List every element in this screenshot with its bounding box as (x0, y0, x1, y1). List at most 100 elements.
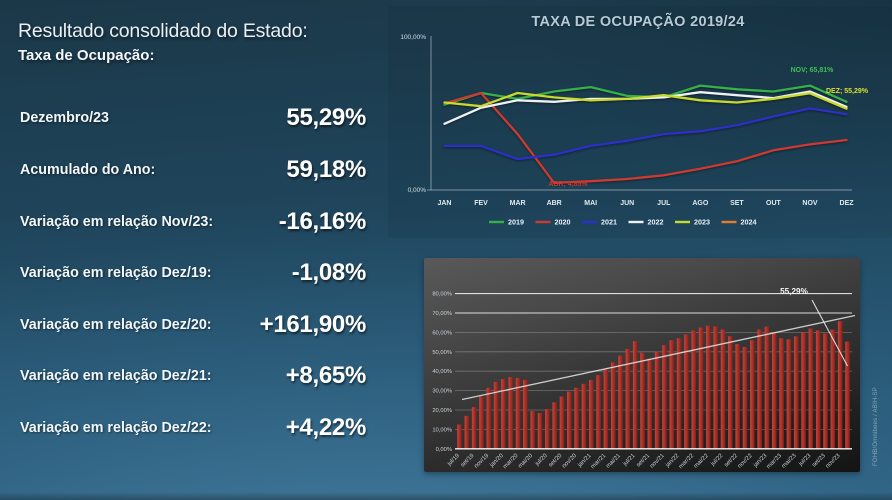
metric-label: Dezembro/23 (20, 110, 109, 126)
bar (684, 334, 689, 449)
line-series-group (443, 84, 848, 185)
callout-leader (811, 299, 848, 367)
page-title: Resultado consolidado do Estado: (18, 20, 308, 42)
bar (654, 351, 660, 449)
legend-label-2022: 2022 (648, 218, 664, 227)
bar (493, 381, 499, 449)
bar-chart-y-tick: 60,00% (432, 330, 452, 336)
legend-label-2021: 2021 (601, 218, 617, 227)
line-chart-x-tick: JAN (437, 200, 451, 207)
line-chart-x-tick: FEV (474, 200, 488, 207)
legend-label-2019: 2019 (508, 218, 524, 227)
legend-label-2023: 2023 (694, 218, 710, 227)
bar (501, 378, 506, 449)
bar (815, 330, 821, 449)
metric-label: Variação em relação Dez/22: (20, 419, 212, 436)
page-subtitle: Taxa de Ocupação: (18, 47, 155, 64)
bar (676, 338, 682, 449)
metric-value: +161,90% (259, 310, 367, 338)
bar (662, 345, 667, 449)
metrics-list: Dezembro/23 55,29% Acumulado do Ano: 59,18%… (0, 0, 420, 500)
line-chart-legend: 2019 2020 2021 2022 2023 2024 (489, 218, 757, 227)
line-chart-x-tick: NOV (802, 200, 818, 207)
bar-chart-y-ticks: 0,00% 10,00% 20,00% 30,00% 40,00% 50,00% 60,00… (432, 292, 452, 453)
bar (691, 330, 697, 449)
bar-chart-x-tick: mai/20 (517, 452, 534, 469)
bar-chart-x-tick: mar/23 (766, 452, 784, 470)
bar-chart-x-tick: jul/19 (446, 453, 461, 468)
bar-chart-x-tick: mai/21 (605, 453, 622, 470)
bar-chart-y-tick: 10,00% (432, 427, 452, 433)
line-chart-x-tick: OUT (766, 200, 782, 207)
bar (610, 362, 616, 449)
metric-row: Variação em relação Dez/20: +161,90% (20, 310, 366, 340)
bar (471, 407, 477, 449)
bar-chart-panel: 0,00% 10,00% 20,00% 30,00% 40,00% 50,00% 60,00… (424, 258, 860, 472)
bar (801, 332, 806, 449)
bar-chart-gridlines (455, 293, 852, 430)
bar (735, 344, 740, 449)
bar-chart-y-tick: 40,00% (432, 369, 452, 375)
bar (486, 387, 492, 449)
metric-value: -1,08% (291, 259, 367, 286)
metric-row: Variação em relação Dez/22: +4,22% (20, 413, 366, 443)
bar-chart-x-tick: mar/20 (502, 452, 520, 470)
bar (640, 352, 645, 449)
trend-line (461, 314, 856, 401)
bar-chart-x-tick: mai/23 (781, 452, 798, 469)
metric-value: +4,22% (285, 413, 367, 441)
bar (713, 326, 719, 449)
metric-row: Acumulado do Ano: 59,18% (20, 155, 366, 185)
callout-label: 55,29% (780, 287, 808, 296)
bar (728, 336, 733, 449)
metric-row: Variação em relação Nov/23: -16,16% (20, 207, 366, 237)
bar-chart-y-tick: 0,00% (436, 447, 452, 453)
metric-label: Acumulado do Ano: (20, 162, 156, 178)
metric-row: Variação em relação Dez/19: -1,08% (20, 258, 366, 288)
bar (559, 396, 565, 449)
bar-chart-x-tick: nov/23 (825, 452, 842, 469)
bar-chart-y-tick: 20,00% (432, 408, 452, 414)
metric-value: -16,16% (278, 207, 367, 235)
line-series-2021 (443, 107, 848, 161)
bar (545, 409, 550, 449)
bar (515, 377, 521, 449)
bar (779, 338, 784, 449)
line-chart-x-tick: JUN (620, 200, 634, 207)
metric-value: +8,65% (285, 362, 367, 389)
bar (669, 340, 675, 449)
bar (567, 391, 572, 449)
bar (508, 377, 514, 449)
bar (625, 348, 631, 449)
bar (581, 383, 587, 449)
line-chart-x-tick: ABR (547, 200, 562, 207)
bar (830, 329, 836, 449)
bar-chart-y-tick: 50,00% (432, 350, 452, 356)
bar-chart: 0,00% 10,00% 20,00% 30,00% 40,00% 50,00% 60,00… (432, 287, 856, 470)
bar-chart-x-tick: jul/22 (709, 453, 724, 468)
metric-value: 55,29% (286, 104, 366, 131)
line-chart: 100,00% 0,00% JAN FEV MAR ABR MAI JUN JUL AGO SET O… (400, 34, 868, 227)
line-series-2020 (443, 91, 848, 185)
line-chart-y-tick-max: 100,00% (400, 34, 426, 41)
bar-chart-x-tick: jul/21 (622, 453, 637, 468)
bar-chart-x-tick: nov/20 (561, 452, 578, 469)
bar (530, 410, 536, 449)
line-chart-title: TAXA DE OCUPAÇÃO 2019/24 (531, 14, 745, 30)
bar (706, 325, 711, 449)
bar-chart-x-tick: jul/23 (797, 452, 812, 467)
line-chart-x-tick: DEZ (840, 200, 855, 207)
bar-chart-y-tick: 80,00% (432, 292, 452, 298)
bar (523, 379, 528, 449)
bar (552, 402, 557, 449)
metric-label: Variação em relação Dez/19: (20, 265, 212, 281)
bar-series (457, 321, 850, 449)
metric-row: Dezembro/23 55,29% (20, 103, 366, 133)
bar-chart-y-tick: 70,00% (432, 311, 452, 317)
bar (603, 369, 609, 449)
bar (757, 329, 762, 449)
bar-chart-x-tick: nov/19 (473, 453, 490, 470)
bar-chart-x-tick: nov/21 (649, 453, 666, 470)
bar (574, 387, 579, 449)
